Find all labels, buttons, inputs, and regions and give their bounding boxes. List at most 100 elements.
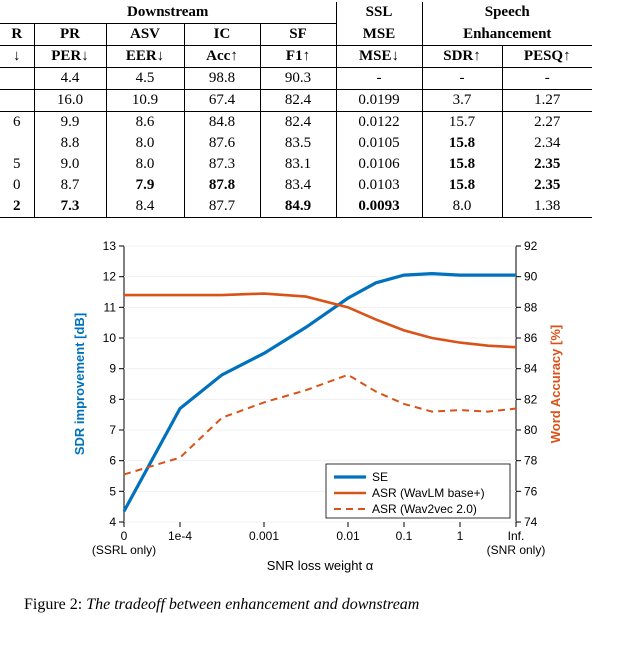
m-sdr: SDR↑ (422, 46, 502, 68)
svg-text:11: 11 (104, 300, 117, 314)
cell-f1: 83.5 (260, 133, 336, 154)
svg-text:SNR loss weight α: SNR loss weight α (267, 558, 374, 573)
cell-acc: 87.6 (184, 133, 260, 154)
cell-eer: 4.5 (106, 68, 184, 90)
svg-text:0.1: 0.1 (396, 529, 413, 543)
svg-text:0.01: 0.01 (336, 529, 360, 543)
cell-pesq: 1.38 (502, 196, 592, 218)
cell-r (0, 90, 34, 112)
m-mse: MSE↓ (336, 46, 422, 68)
cell-mse: 0.0093 (336, 196, 422, 218)
svg-text:90: 90 (524, 270, 538, 284)
cell-r: 0 (0, 175, 34, 196)
figure-title: The tradeoff between enhancement and dow… (86, 596, 419, 613)
svg-text:6: 6 (109, 454, 116, 468)
cell-mse: 0.0106 (336, 154, 422, 175)
hdr-speech: Speech (422, 2, 592, 24)
svg-text:7: 7 (109, 423, 116, 437)
m-r: ↓ (0, 46, 34, 68)
cell-per: 8.7 (34, 175, 106, 196)
figure-caption: Figure 2: The tradeoff between enhanceme… (24, 596, 640, 614)
svg-text:92: 92 (524, 239, 538, 253)
m-pesq: PESQ↑ (502, 46, 592, 68)
cell-pesq: 2.34 (502, 133, 592, 154)
cell-pesq: - (502, 68, 592, 90)
svg-text:1e-4: 1e-4 (168, 529, 192, 543)
cell-acc: 67.4 (184, 90, 260, 112)
cell-pesq: 2.35 (502, 175, 592, 196)
svg-text:86: 86 (524, 331, 538, 345)
figure-label: Figure 2: (24, 596, 82, 613)
cell-per: 8.8 (34, 133, 106, 154)
cell-pesq: 2.35 (502, 154, 592, 175)
cell-sdr: 15.8 (422, 175, 502, 196)
svg-text:4: 4 (109, 515, 116, 529)
cell-eer: 8.0 (106, 133, 184, 154)
cell-mse: 0.0105 (336, 133, 422, 154)
svg-text:80: 80 (524, 423, 538, 437)
table-row: 69.98.684.882.40.012215.72.27 (0, 112, 592, 134)
cell-f1: 90.3 (260, 68, 336, 90)
table-row: 27.38.487.784.90.00938.01.38 (0, 196, 592, 218)
svg-text:84: 84 (524, 362, 538, 376)
hdr-r: R (0, 24, 34, 46)
cell-eer: 8.6 (106, 112, 184, 134)
cell-per: 9.9 (34, 112, 106, 134)
svg-text:76: 76 (524, 484, 538, 498)
hdr-mse-top: MSE (336, 24, 422, 46)
hdr-sf: SF (260, 24, 336, 46)
svg-text:0.001: 0.001 (249, 529, 279, 543)
cell-sdr: 3.7 (422, 90, 502, 112)
svg-text:SE: SE (372, 470, 388, 484)
cell-acc: 87.8 (184, 175, 260, 196)
cell-r: 2 (0, 196, 34, 218)
svg-text:74: 74 (524, 515, 538, 529)
cell-f1: 82.4 (260, 112, 336, 134)
cell-per: 4.4 (34, 68, 106, 90)
cell-pesq: 2.27 (502, 112, 592, 134)
cell-r (0, 133, 34, 154)
hdr-pr: PR (34, 24, 106, 46)
cell-eer: 10.9 (106, 90, 184, 112)
cell-f1: 83.4 (260, 175, 336, 196)
cell-acc: 84.8 (184, 112, 260, 134)
cell-sdr: - (422, 68, 502, 90)
cell-r: 5 (0, 154, 34, 175)
cell-acc: 87.7 (184, 196, 260, 218)
hdr-ssl: SSL (336, 2, 422, 24)
cell-r: 6 (0, 112, 34, 134)
cell-pesq: 1.27 (502, 90, 592, 112)
cell-per: 9.0 (34, 154, 106, 175)
cell-f1: 84.9 (260, 196, 336, 218)
cell-r (0, 68, 34, 90)
tradeoff-chart: 45678910111213747678808284868890920(SSRL… (60, 232, 580, 592)
cell-eer: 8.0 (106, 154, 184, 175)
cell-per: 7.3 (34, 196, 106, 218)
svg-text:Word Accuracy [%]: Word Accuracy [%] (548, 325, 563, 443)
cell-acc: 98.8 (184, 68, 260, 90)
cell-mse: 0.0199 (336, 90, 422, 112)
table-row: 16.010.967.482.40.01993.71.27 (0, 90, 592, 112)
cell-sdr: 15.8 (422, 133, 502, 154)
svg-text:ASR (WavLM base+): ASR (WavLM base+) (372, 486, 485, 500)
cell-mse: 0.0103 (336, 175, 422, 196)
cell-acc: 87.3 (184, 154, 260, 175)
m-eer: EER↓ (106, 46, 184, 68)
table-row: 4.44.598.890.3--- (0, 68, 592, 90)
hdr-enh: Enhancement (422, 24, 592, 46)
svg-text:78: 78 (524, 454, 538, 468)
cell-sdr: 8.0 (422, 196, 502, 218)
svg-text:(SSRL only): (SSRL only) (92, 543, 156, 557)
cell-eer: 7.9 (106, 175, 184, 196)
svg-text:82: 82 (524, 392, 538, 406)
svg-text:5: 5 (109, 484, 116, 498)
cell-f1: 82.4 (260, 90, 336, 112)
results-table: Downstream SSL Speech R PR ASV IC SF MSE… (0, 2, 592, 218)
hdr-downstream: Downstream (0, 2, 336, 24)
m-f1: F1↑ (260, 46, 336, 68)
svg-text:10: 10 (103, 331, 117, 345)
cell-sdr: 15.7 (422, 112, 502, 134)
svg-text:1: 1 (457, 529, 464, 543)
svg-text:0: 0 (121, 529, 128, 543)
svg-text:ASR (Wav2vec 2.0): ASR (Wav2vec 2.0) (372, 502, 477, 516)
